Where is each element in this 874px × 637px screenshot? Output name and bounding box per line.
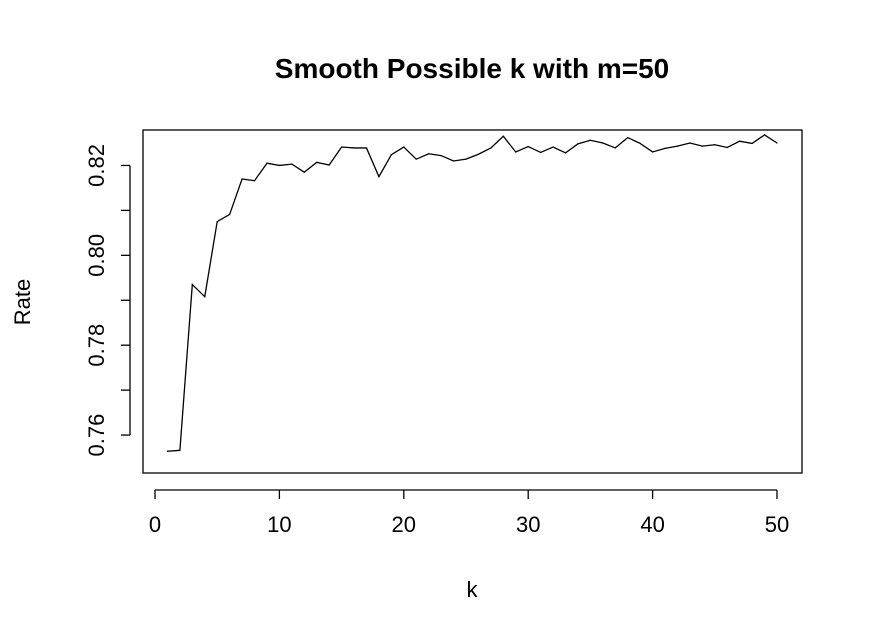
data-point — [627, 136, 629, 139]
data-point — [564, 152, 567, 154]
data-point — [639, 142, 641, 145]
data-point — [515, 151, 517, 153]
data-point — [253, 180, 256, 182]
data-point — [676, 145, 679, 147]
data-point — [540, 151, 542, 154]
y-axis: 0.76 0.78 0.80 0.82 — [84, 144, 131, 457]
y-tick-label: 0.76 — [84, 414, 109, 457]
data-point — [739, 140, 741, 142]
data-point — [390, 154, 392, 156]
data-point — [552, 146, 554, 148]
data-point — [440, 154, 442, 157]
y-tick-label: 0.78 — [84, 324, 109, 367]
data-point — [378, 176, 380, 178]
x-axis-label: k — [467, 577, 479, 602]
x-tick-label: 30 — [516, 512, 540, 537]
data-point — [166, 450, 169, 452]
data-points — [166, 134, 778, 452]
x-axis: 0 10 20 30 40 50 — [149, 489, 789, 537]
data-point — [204, 296, 206, 298]
data-point — [179, 449, 181, 451]
data-point — [726, 146, 728, 149]
chart-title: Smooth Possible k with m=50 — [275, 53, 669, 84]
data-point — [477, 153, 480, 155]
data-point — [751, 142, 753, 145]
data-point — [652, 151, 654, 153]
data-point — [266, 162, 268, 164]
data-point — [403, 146, 405, 148]
data-point — [291, 163, 293, 165]
series-line — [167, 134, 778, 452]
plot-frame — [142, 129, 803, 474]
data-point — [602, 142, 604, 144]
data-point — [428, 153, 430, 155]
x-tick-label: 10 — [267, 512, 291, 537]
data-point — [191, 283, 193, 286]
y-tick-label: 0.80 — [84, 234, 109, 277]
data-point — [614, 147, 616, 149]
data-point — [701, 145, 703, 147]
data-point — [577, 143, 579, 145]
data-point — [490, 147, 492, 149]
y-tick-label: 0.82 — [84, 144, 109, 187]
data-point — [316, 161, 318, 163]
data-point — [365, 147, 368, 149]
data-point — [229, 213, 231, 216]
x-tick-label: 40 — [640, 512, 664, 537]
data-point — [341, 146, 343, 148]
data-point — [664, 147, 666, 149]
data-point — [589, 139, 592, 141]
data-point — [689, 142, 691, 144]
data-point — [278, 164, 280, 167]
y-axis-label: Rate — [10, 279, 35, 325]
data-point — [452, 160, 455, 162]
data-point — [465, 158, 467, 160]
data-point — [714, 144, 716, 146]
data-point — [763, 134, 766, 136]
data-point — [502, 135, 504, 137]
data-point — [216, 221, 218, 223]
data-point — [415, 158, 417, 160]
data-point — [328, 164, 330, 166]
x-tick-label: 20 — [392, 512, 416, 537]
data-point — [527, 145, 529, 148]
data-point — [776, 142, 778, 144]
data-point — [241, 178, 243, 180]
x-tick-label: 0 — [149, 512, 161, 537]
x-tick-label: 50 — [765, 512, 789, 537]
data-point — [303, 171, 305, 173]
data-point — [353, 147, 355, 149]
